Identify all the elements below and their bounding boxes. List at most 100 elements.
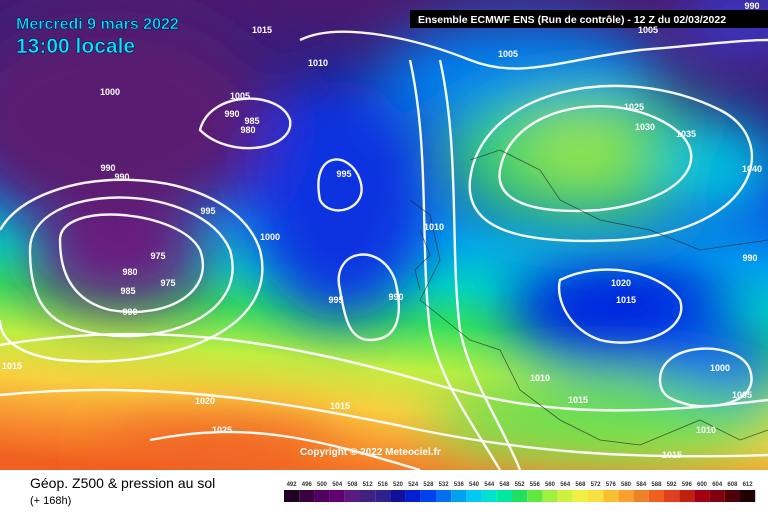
isobar-label: 1015 <box>252 25 272 35</box>
scale-label: 548 <box>499 482 510 488</box>
isobar-label: 1030 <box>635 122 655 132</box>
scale-swatch <box>724 490 740 502</box>
isobar-label: 995 <box>336 169 351 179</box>
isobar-label: 1005 <box>638 25 658 35</box>
scale-label: 524 <box>408 482 419 488</box>
scale-label: 580 <box>621 482 632 488</box>
isobars <box>0 30 768 472</box>
isobar-label: 1020 <box>195 396 215 406</box>
isobar-label: 975 <box>150 251 165 261</box>
scale-swatch <box>314 490 330 502</box>
isobar-label: 1000 <box>100 87 120 97</box>
scale-label: 604 <box>712 482 723 488</box>
coastlines <box>409 149 768 446</box>
scale-swatch <box>451 490 467 502</box>
isobar-label: 995 <box>328 295 343 305</box>
scale-swatch <box>618 490 634 502</box>
scale-label: 500 <box>317 482 328 488</box>
isobar-label: 990 <box>114 172 129 182</box>
isobar-label: 1010 <box>308 58 328 68</box>
isobar-label: 990 <box>744 1 759 11</box>
isobar-label: 1000 <box>710 363 730 373</box>
isobar-label: 985 <box>120 286 135 296</box>
scale-swatch <box>405 490 421 502</box>
scale-swatch <box>329 490 345 502</box>
scale-label: 560 <box>545 482 556 488</box>
isobar-label: 1015 <box>330 401 350 411</box>
scale-swatch <box>588 490 604 502</box>
scale-swatch <box>436 490 452 502</box>
scale-label: 540 <box>469 482 480 488</box>
scale-label: 536 <box>454 482 465 488</box>
scale-swatch <box>633 490 649 502</box>
time: 13:00 locale <box>16 35 135 58</box>
scale-label: 572 <box>591 482 602 488</box>
legend-title: Géop. Z500 & pression au sol <box>30 475 215 491</box>
scale-swatch <box>694 490 710 502</box>
scale-label: 568 <box>575 482 586 488</box>
isobar-label: 1005 <box>732 390 752 400</box>
scale-label: 532 <box>439 482 450 488</box>
isobar-label: 980 <box>240 125 255 135</box>
isobar-label: 1010 <box>424 222 444 232</box>
scale-label: 592 <box>667 482 678 488</box>
isobar-label: 975 <box>160 278 175 288</box>
isobar-label: 990 <box>122 307 137 317</box>
scale-label: 516 <box>378 482 389 488</box>
scale-label: 492 <box>287 482 298 488</box>
scale-swatch <box>344 490 360 502</box>
isobar-label: 990 <box>742 253 757 263</box>
isobar-label: 1035 <box>676 129 696 139</box>
scale-label: 512 <box>363 482 374 488</box>
scale-swatch <box>572 490 588 502</box>
scale-label: 612 <box>743 482 754 488</box>
isobar-label: 1025 <box>624 102 644 112</box>
scale-label: 596 <box>682 482 693 488</box>
scale-swatch <box>740 490 756 502</box>
isobar-label: 1015 <box>616 295 636 305</box>
scale-swatch <box>542 490 558 502</box>
scale-label: 508 <box>347 482 358 488</box>
model-info: Ensemble ECMWF ENS (Run de contrôle) - 1… <box>418 14 726 26</box>
scale-label: 588 <box>651 482 662 488</box>
scale-label: 564 <box>560 482 571 488</box>
scale-swatch <box>679 490 695 502</box>
scale-swatch <box>420 490 436 502</box>
scale-label: 556 <box>530 482 541 488</box>
isobar-label: 980 <box>122 267 137 277</box>
scale-swatch <box>557 490 573 502</box>
scale-label: 552 <box>515 482 526 488</box>
isobar-label: 1015 <box>2 361 22 371</box>
isobar-label: 985 <box>244 116 259 126</box>
copyright: Copyright © 2022 Meteociel.fr <box>300 447 441 458</box>
scale-swatch <box>375 490 391 502</box>
field <box>0 0 768 480</box>
isobar-label: 990 <box>100 163 115 173</box>
scale-label: 584 <box>636 482 647 488</box>
scale-swatch <box>284 490 300 502</box>
color-scale: 492 496 500 504 508 512 516 520 524 528 532 536 540 5… <box>284 482 756 502</box>
scale-swatch <box>664 490 680 502</box>
isobar-label: 1000 <box>260 232 280 242</box>
scale-label: 504 <box>332 482 343 488</box>
legend-subtitle: (+ 168h) <box>30 495 71 507</box>
scale-label: 576 <box>606 482 617 488</box>
scale-label: 600 <box>697 482 708 488</box>
scale-swatch <box>709 490 725 502</box>
scale-label: 544 <box>484 482 495 488</box>
scale-swatch <box>481 490 497 502</box>
isobar-label: 1040 <box>742 164 762 174</box>
scale-swatch <box>496 490 512 502</box>
isobar-label: 1005 <box>230 91 250 101</box>
scale-label: 520 <box>393 482 404 488</box>
isobar-label: 995 <box>200 206 215 216</box>
scale-swatch <box>527 490 543 502</box>
scale-swatch <box>360 490 376 502</box>
isobar-label: 1020 <box>611 278 631 288</box>
scale-swatch <box>466 490 482 502</box>
scale-swatch <box>390 490 406 502</box>
scale-label: 496 <box>302 482 313 488</box>
scale-swatch <box>299 490 315 502</box>
date: Mercredi 9 mars 2022 <box>16 16 179 33</box>
